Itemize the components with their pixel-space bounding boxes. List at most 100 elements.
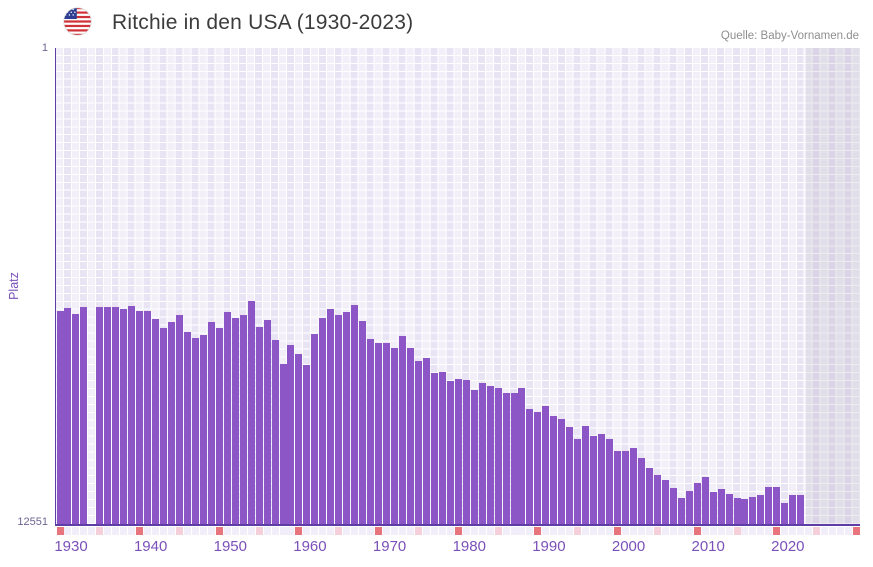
bar-1977[interactable] bbox=[430, 372, 438, 524]
bar-1956[interactable] bbox=[263, 320, 271, 524]
bar-1973[interactable] bbox=[398, 335, 406, 524]
bar-1969[interactable] bbox=[367, 338, 375, 524]
bar-1985[interactable] bbox=[494, 388, 502, 524]
bar-1931[interactable] bbox=[64, 308, 72, 524]
bar-1998[interactable] bbox=[598, 434, 606, 524]
bar-1952[interactable] bbox=[231, 318, 239, 524]
bar-2019[interactable] bbox=[765, 487, 773, 524]
bar-1941[interactable] bbox=[144, 310, 152, 524]
x-tick-2026 bbox=[821, 527, 829, 535]
bar-1987[interactable] bbox=[510, 392, 518, 524]
bar-1938[interactable] bbox=[120, 308, 128, 524]
bar-2006[interactable] bbox=[661, 480, 669, 524]
bar-1942[interactable] bbox=[152, 319, 160, 524]
bar-2002[interactable] bbox=[629, 447, 637, 524]
bar-1953[interactable] bbox=[239, 315, 247, 524]
bar-2001[interactable] bbox=[622, 451, 629, 524]
bar-1954[interactable] bbox=[247, 300, 255, 524]
bar-1930[interactable] bbox=[56, 310, 64, 524]
x-tick-2027 bbox=[829, 527, 837, 535]
bar-1959[interactable] bbox=[287, 344, 295, 524]
bar-1986[interactable] bbox=[502, 392, 510, 524]
plot-area[interactable] bbox=[56, 48, 860, 524]
bar-1989[interactable] bbox=[526, 408, 534, 524]
bar-2022[interactable] bbox=[789, 494, 797, 524]
bar-2005[interactable] bbox=[653, 475, 661, 524]
bar-1967[interactable] bbox=[351, 305, 359, 524]
bar-1936[interactable] bbox=[104, 307, 112, 524]
bar-1933[interactable] bbox=[80, 307, 88, 524]
bar-1980[interactable] bbox=[454, 379, 462, 524]
x-tick-1970 bbox=[375, 527, 383, 535]
bar-1978[interactable] bbox=[438, 371, 446, 524]
bar-1948[interactable] bbox=[199, 335, 207, 524]
bar-2018[interactable] bbox=[757, 494, 765, 524]
bar-1975[interactable] bbox=[414, 361, 422, 524]
bar-1990[interactable] bbox=[534, 411, 542, 524]
bar-1964[interactable] bbox=[327, 309, 335, 524]
bar-1970[interactable] bbox=[375, 342, 383, 524]
bar-1968[interactable] bbox=[359, 321, 367, 524]
bar-1946[interactable] bbox=[183, 332, 191, 524]
bar-2012[interactable] bbox=[709, 491, 717, 524]
bar-2014[interactable] bbox=[725, 494, 733, 524]
bar-1932[interactable] bbox=[72, 313, 80, 524]
bar-2017[interactable] bbox=[749, 496, 757, 524]
bar-1958[interactable] bbox=[279, 363, 287, 524]
bar-2004[interactable] bbox=[645, 467, 653, 524]
bar-2023[interactable] bbox=[797, 494, 805, 524]
bar-1983[interactable] bbox=[478, 382, 486, 524]
bar-1943[interactable] bbox=[160, 328, 168, 524]
bar-1960[interactable] bbox=[295, 354, 303, 524]
bar-1961[interactable] bbox=[303, 365, 311, 524]
bar-1994[interactable] bbox=[566, 426, 574, 524]
bar-1991[interactable] bbox=[542, 406, 550, 524]
bar-2007[interactable] bbox=[669, 487, 677, 524]
x-tick-1945 bbox=[175, 527, 183, 535]
bar-1993[interactable] bbox=[558, 419, 566, 524]
bar-1966[interactable] bbox=[343, 311, 351, 524]
x-label-1940: 1940 bbox=[133, 538, 168, 555]
bar-1982[interactable] bbox=[470, 390, 478, 524]
bar-1962[interactable] bbox=[311, 334, 319, 524]
bar-1965[interactable] bbox=[335, 315, 343, 524]
bar-2011[interactable] bbox=[701, 477, 709, 524]
bar-1971[interactable] bbox=[383, 342, 391, 524]
bar-1935[interactable] bbox=[96, 307, 104, 524]
bar-2015[interactable] bbox=[733, 498, 741, 524]
bar-1992[interactable] bbox=[550, 416, 558, 524]
bar-2010[interactable] bbox=[693, 483, 701, 524]
bar-1997[interactable] bbox=[590, 436, 598, 524]
bar-1944[interactable] bbox=[168, 322, 175, 524]
bar-1955[interactable] bbox=[255, 327, 263, 524]
bar-2016[interactable] bbox=[741, 498, 749, 524]
bar-1996[interactable] bbox=[582, 425, 590, 524]
bar-1976[interactable] bbox=[422, 357, 430, 524]
bar-2003[interactable] bbox=[637, 458, 645, 524]
bar-1981[interactable] bbox=[462, 380, 470, 524]
bar-1949[interactable] bbox=[207, 321, 215, 524]
bar-1945[interactable] bbox=[175, 314, 183, 524]
bar-2009[interactable] bbox=[685, 490, 693, 524]
bar-1984[interactable] bbox=[486, 385, 494, 524]
bar-1947[interactable] bbox=[191, 337, 199, 524]
bar-1972[interactable] bbox=[391, 347, 399, 524]
bar-1963[interactable] bbox=[319, 317, 327, 524]
bar-1957[interactable] bbox=[271, 340, 279, 524]
bar-1951[interactable] bbox=[223, 312, 231, 524]
bar-1939[interactable] bbox=[128, 305, 136, 524]
bar-1988[interactable] bbox=[518, 388, 526, 524]
bar-2008[interactable] bbox=[677, 498, 685, 524]
bar-1937[interactable] bbox=[112, 307, 120, 524]
bar-2020[interactable] bbox=[773, 486, 781, 524]
bar-1999[interactable] bbox=[606, 438, 614, 524]
bar-1974[interactable] bbox=[406, 348, 414, 524]
bar-2021[interactable] bbox=[781, 503, 789, 524]
bar-1950[interactable] bbox=[215, 327, 223, 524]
x-tick-1969 bbox=[367, 527, 375, 535]
bar-2013[interactable] bbox=[717, 489, 725, 524]
bar-1979[interactable] bbox=[446, 381, 454, 524]
bar-1940[interactable] bbox=[136, 310, 144, 524]
bar-2000[interactable] bbox=[614, 451, 622, 524]
bar-1995[interactable] bbox=[574, 439, 582, 524]
